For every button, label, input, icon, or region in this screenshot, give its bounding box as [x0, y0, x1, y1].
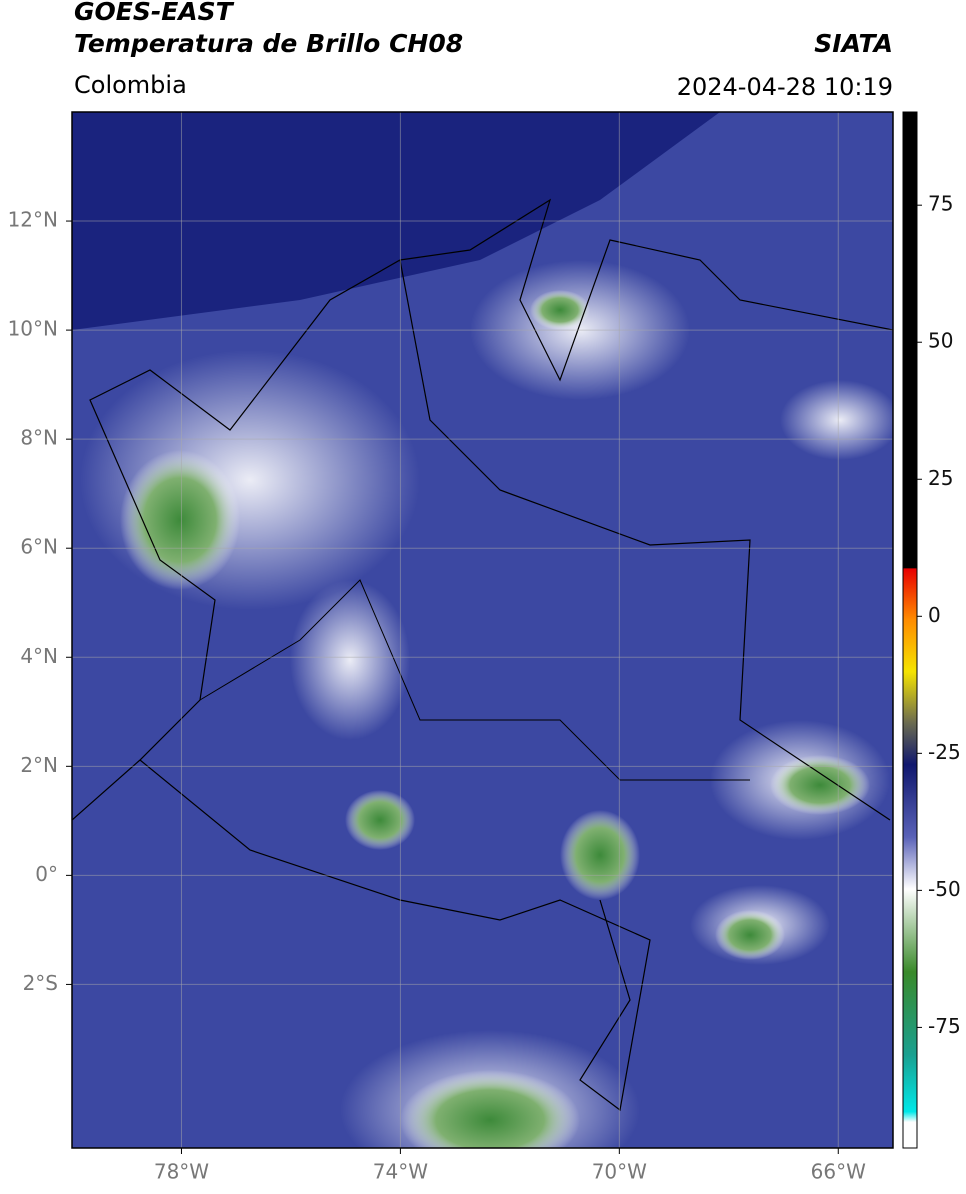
subtitle: Temperatura de Brillo CH08	[74, 29, 463, 58]
y-tick-label: 8°N	[20, 426, 58, 450]
x-tick-label: 66°W	[811, 1160, 866, 1184]
colorbar-tick-label: 25	[928, 466, 953, 490]
colorbar-tick-label: 50	[928, 329, 953, 353]
x-tick-label: 78°W	[154, 1160, 209, 1184]
y-tick-label: 2°N	[20, 753, 58, 777]
y-tick-label: 12°N	[8, 208, 58, 232]
colorbar-tick-label: 75	[928, 192, 953, 216]
y-tick-label: 2°S	[23, 971, 58, 995]
colorbar-tick-label: -75	[928, 1014, 961, 1038]
satellite-image	[72, 112, 893, 1148]
region: Colombia	[74, 71, 187, 99]
datetime: 2024-04-28 10:19	[677, 73, 893, 101]
colorbar-tick-label: 0	[928, 603, 941, 627]
x-tick-label: 70°W	[592, 1160, 647, 1184]
colorbar-tick-label: -50	[928, 877, 961, 901]
y-tick-label: 0°	[35, 862, 58, 886]
source: SIATA	[814, 29, 893, 58]
map-frame	[71, 111, 894, 1149]
y-tick-label: 6°N	[20, 535, 58, 559]
colorbar	[902, 111, 918, 1149]
y-tick-label: 10°N	[8, 317, 58, 341]
colorbar-tick-label: -25	[928, 740, 961, 764]
title: GOES-EAST	[74, 0, 235, 26]
y-tick-label: 4°N	[20, 644, 58, 668]
x-tick-label: 74°W	[373, 1160, 428, 1184]
